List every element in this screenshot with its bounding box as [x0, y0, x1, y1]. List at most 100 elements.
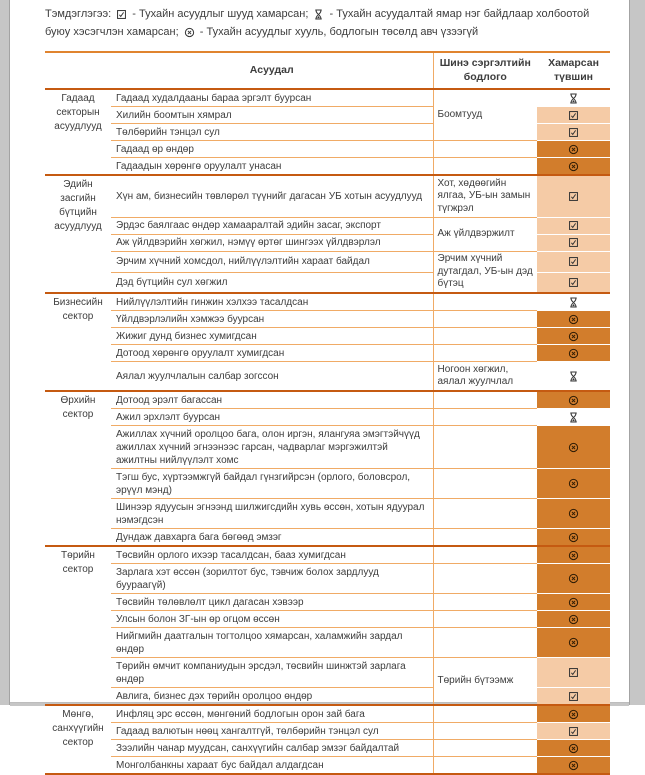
legend-item-text: - Тухайн асуудлыг хууль, бодлогын төсөлд…	[196, 25, 479, 38]
policy-cell-empty	[432, 739, 537, 758]
issue-cell: Авлига, бизнес дэх төрийн оролцоо өндөр	[111, 687, 433, 707]
issue-cell: Хилийн боомтын хямрал	[111, 106, 433, 125]
issue-cell: Гадаадын хөрөнгө оруулалт унасан	[111, 157, 433, 177]
policy-cell-empty	[432, 528, 537, 548]
coverage-level-cell	[537, 593, 610, 612]
coverage-level-cell	[537, 528, 610, 548]
coverage-level-cell	[537, 327, 610, 346]
issue-cell: Эрчим хүчний хомсдол, нийлүүлэлтийн хара…	[111, 251, 433, 273]
table-row: Эдийн засгийн бүтцийн асуудлууд Хүн ам, б…	[45, 174, 610, 295]
issues-table-body: Гадаад секторын асуудлууд Гадаад худалдаа…	[45, 88, 610, 775]
table-row: Төлбөрийн тэнцэл сул	[45, 123, 610, 142]
issue-cell: Хүн ам, бизнесийн төвлөрөл түүнийг дагас…	[111, 175, 433, 218]
group-label-cell: Гадаад секторын асуудлууд	[45, 89, 111, 177]
table-row: Эрчим хүчний хомсдол, нийлүүлэлтийн хара…	[45, 250, 610, 295]
issue-cell: Жижиг дунд бизнес хумигдсан	[111, 327, 433, 346]
policy-cell-empty	[432, 722, 537, 741]
policy-cell-empty	[432, 327, 537, 346]
policy-cell: Төрийн бүтээмж	[432, 657, 537, 707]
issue-cell: Ажиллах хүчний оролцоо бага, олон иргэн,…	[111, 425, 433, 470]
coverage-level-cell	[537, 88, 610, 108]
table-row: Жижиг дунд бизнес хумигдсан	[45, 327, 610, 346]
coverage-level-cell	[537, 610, 610, 629]
issue-cell: Нийгмийн даатгалын тогтолцоо хямарсан, х…	[111, 627, 433, 659]
coverage-level-cell	[537, 563, 610, 595]
circled-x-icon	[568, 574, 579, 584]
hourglass-icon	[570, 297, 577, 308]
circled-x-icon	[568, 442, 579, 452]
issue-cell: Инфляц эрс өссөн, мөнгөний бодлогын орон…	[111, 705, 433, 724]
coverage-level-cell	[537, 408, 610, 427]
header-level: Хамарсан түвшин	[537, 52, 610, 91]
coverage-level-cell	[537, 657, 610, 689]
checkbox-checked-icon	[569, 257, 578, 267]
coverage-level-cell	[537, 498, 610, 530]
policy-cell: Эрчим хүчний дутагдал, УБ-ын дэд бүтэц	[432, 251, 537, 295]
table-row: Төсвийн төлөвлөлт цикл дагасан хэвээр	[45, 593, 610, 612]
circled-x-icon	[568, 395, 579, 405]
issue-cell: Ажил эрхлэлт буурсан	[111, 408, 433, 427]
table-row: Нийгмийн даатгалын тогтолцоо хямарсан, х…	[45, 627, 610, 659]
coverage-level-cell	[537, 722, 610, 741]
checkbox-checked-icon	[569, 110, 578, 120]
circled-x-icon	[568, 532, 579, 542]
table-row: Бизнесийн сектор Нийлүүлэлтийн гинжин хэл…	[45, 292, 610, 393]
issue-cell: Дундаж давхарга бага бөгөөд эмзэг	[111, 528, 433, 548]
issue-cell: Төсвийн орлого ихээр тасалдсан, бааз хум…	[111, 546, 433, 565]
circled-x-icon	[568, 709, 579, 719]
policy-cell-empty	[432, 627, 537, 659]
table-row: Гадаад валютын нөөц хангалтгүй, төлбөрий…	[45, 722, 610, 741]
policy-cell-empty	[432, 391, 537, 410]
coverage-level-cell	[537, 756, 610, 775]
issue-cell: Гадаад өр өндөр	[111, 140, 433, 159]
issue-cell: Аж үйлдвэрийн хөгжил, нэмүү өртөг шингээ…	[111, 234, 433, 252]
coverage-level-cell	[537, 687, 610, 707]
table-row: Авлига, бизнес дэх төрийн оролцоо өндөр	[45, 687, 610, 707]
page-edge-right	[629, 0, 645, 705]
issue-cell: Улсын болон ЗГ-ын өр огцом өссөн	[111, 610, 433, 629]
policy-cell-empty	[432, 756, 537, 775]
legend: Тэмдэглэгээ: - Тухайн асуудлыг шууд хама…	[45, 6, 611, 41]
policy-cell-empty	[432, 408, 537, 427]
coverage-level-cell	[537, 627, 610, 659]
issue-cell: Төрийн өмчит компаниудын эрсдэл, төсвийн…	[111, 657, 433, 689]
issue-cell: Зээлийн чанар муудсан, санхүүгийн салбар…	[111, 739, 433, 758]
header-issue: Асуудал	[111, 52, 433, 91]
coverage-level-cell	[537, 425, 610, 470]
issue-cell: Төсвийн төлөвлөлт цикл дагасан хэвээр	[111, 593, 433, 612]
table-header: Асуудал Шинэ сэргэлтийн бодлого Хамарсан…	[45, 52, 610, 91]
coverage-level-cell	[537, 271, 610, 295]
table-row: Улсын болон ЗГ-ын өр огцом өссөн	[45, 610, 610, 629]
issue-cell: Дотоод хөрөнгө оруулалт хумигдсан	[111, 344, 433, 363]
issue-cell: Эрдэс баялгаас өндөр хамааралтай эдийн з…	[111, 217, 433, 235]
table-row: Дотоод хөрөнгө оруулалт хумигдсан	[45, 344, 610, 363]
table-row: Гадаадын хөрөнгө оруулалт унасан	[45, 157, 610, 177]
header-group-spacer	[45, 52, 111, 91]
circled-x-icon	[568, 348, 579, 358]
legend-item-text: - Тухайн асуудалтай ямар нэг байдлаар хо…	[45, 8, 590, 38]
document-page-content: Тэмдэглэгээ: - Тухайн асуудлыг шууд хама…	[45, 6, 612, 775]
table-row: Гадаад секторын асуудлууд Гадаад худалдаа…	[45, 88, 610, 177]
checkbox-checked-icon	[569, 127, 578, 137]
table-row: Дундаж давхарга бага бөгөөд эмзэг	[45, 528, 610, 548]
policy-cell-empty	[432, 610, 537, 629]
group-label-cell: Төрийн сектор	[45, 546, 111, 707]
table-row: Ажиллах хүчний оролцоо бага, олон иргэн,…	[45, 425, 610, 470]
legend-item-text: - Тухайн асуудлыг шууд хамарсан;	[129, 8, 309, 20]
hourglass-icon	[315, 9, 323, 20]
circled-x-icon	[568, 314, 579, 324]
table-row: Өрхийн сектор Дотоод эрэлт багассан	[45, 390, 610, 548]
table-row: Дэд бүтцийн сул хөгжил	[45, 271, 610, 295]
issue-cell: Монголбанкны хараат бус байдал алдагдсан	[111, 756, 433, 775]
coverage-level-cell	[537, 292, 610, 312]
coverage-level-cell	[537, 140, 610, 159]
table-row: Монголбанкны хараат бус байдал алдагдсан	[45, 756, 610, 775]
circled-x-icon	[568, 597, 579, 607]
circled-x-icon	[568, 638, 579, 648]
coverage-level-cell	[537, 739, 610, 758]
group-label-cell: Бизнесийн сектор	[45, 293, 111, 393]
policy-cell: Боомтууд	[432, 89, 537, 142]
checkbox-checked-icon	[117, 10, 127, 20]
coverage-level-cell	[537, 344, 610, 363]
hourglass-icon	[570, 93, 577, 104]
